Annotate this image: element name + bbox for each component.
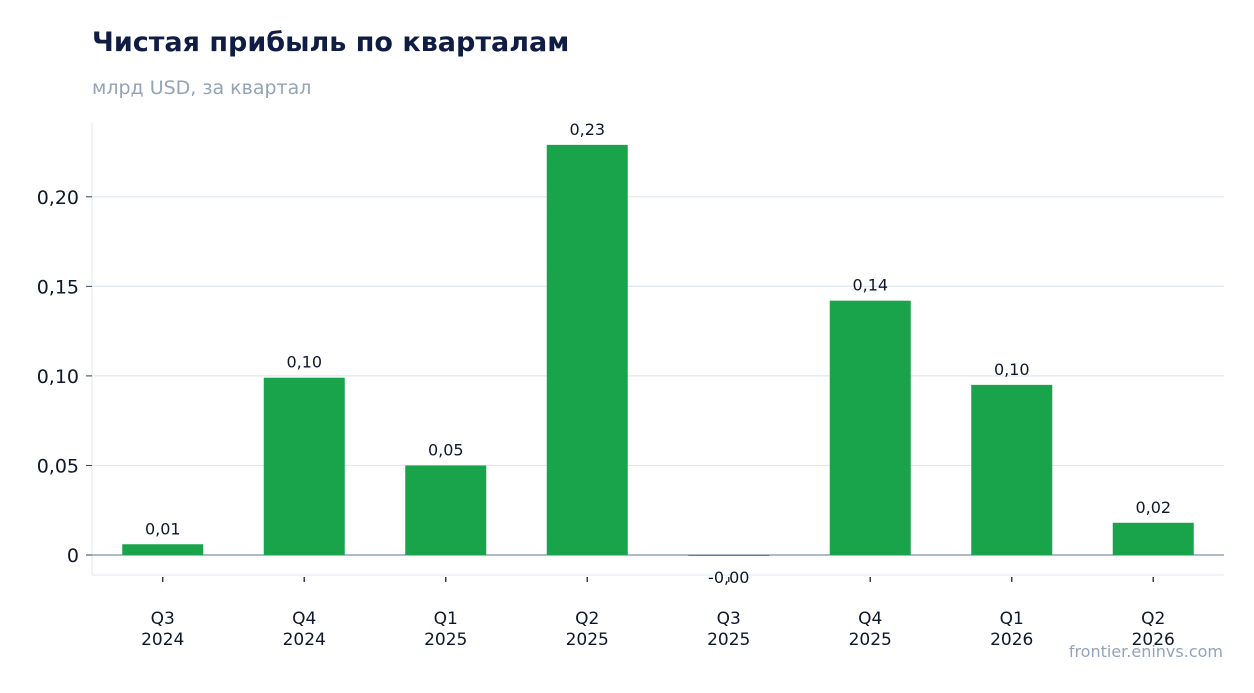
y-tick-label: 0,10 <box>37 366 79 388</box>
x-tick-label: Q4 <box>858 609 882 629</box>
x-tick-label: 2024 <box>141 630 184 650</box>
data-label: 0,05 <box>428 440 464 459</box>
bar <box>971 384 1053 555</box>
bar <box>263 377 345 555</box>
bar <box>1112 522 1194 555</box>
x-tick-label: Q1 <box>1000 609 1024 629</box>
x-tick-label: 2026 <box>1132 630 1175 650</box>
x-tick-label: Q3 <box>151 609 175 629</box>
data-label: 0,10 <box>994 360 1030 379</box>
x-tick-label: 2026 <box>990 630 1033 650</box>
x-tick-label: 2024 <box>283 630 326 650</box>
y-tick-label: 0,05 <box>37 455 79 477</box>
data-label: 0,01 <box>145 519 181 538</box>
x-tick-label: 2025 <box>849 630 892 650</box>
x-tick-label: Q3 <box>717 609 741 629</box>
bar <box>688 555 770 556</box>
y-tick-label: 0 <box>67 545 79 567</box>
x-tick-label: Q2 <box>1141 609 1165 629</box>
source-credit: frontier.eninvs.com <box>1068 642 1223 661</box>
data-label: 0,14 <box>852 276 888 295</box>
chart-title: Чистая прибыль по кварталам <box>92 27 570 58</box>
x-tick-label: 2025 <box>707 630 750 650</box>
bar <box>405 465 487 555</box>
data-label: 0,10 <box>286 353 322 372</box>
data-label: 0,02 <box>1135 498 1171 517</box>
x-tick-label: 2025 <box>566 630 609 650</box>
bar <box>546 144 628 555</box>
y-tick-label: 0,20 <box>37 187 79 209</box>
bar <box>122 544 204 555</box>
bar <box>829 300 911 555</box>
y-tick-label: 0,15 <box>37 276 79 298</box>
x-tick-label: Q1 <box>434 609 458 629</box>
x-tick-label: Q4 <box>292 609 316 629</box>
x-tick-label: Q2 <box>575 609 599 629</box>
data-label: 0,23 <box>569 120 605 139</box>
x-tick-label: 2025 <box>424 630 467 650</box>
chart-subtitle: млрд USD, за квартал <box>92 77 312 99</box>
